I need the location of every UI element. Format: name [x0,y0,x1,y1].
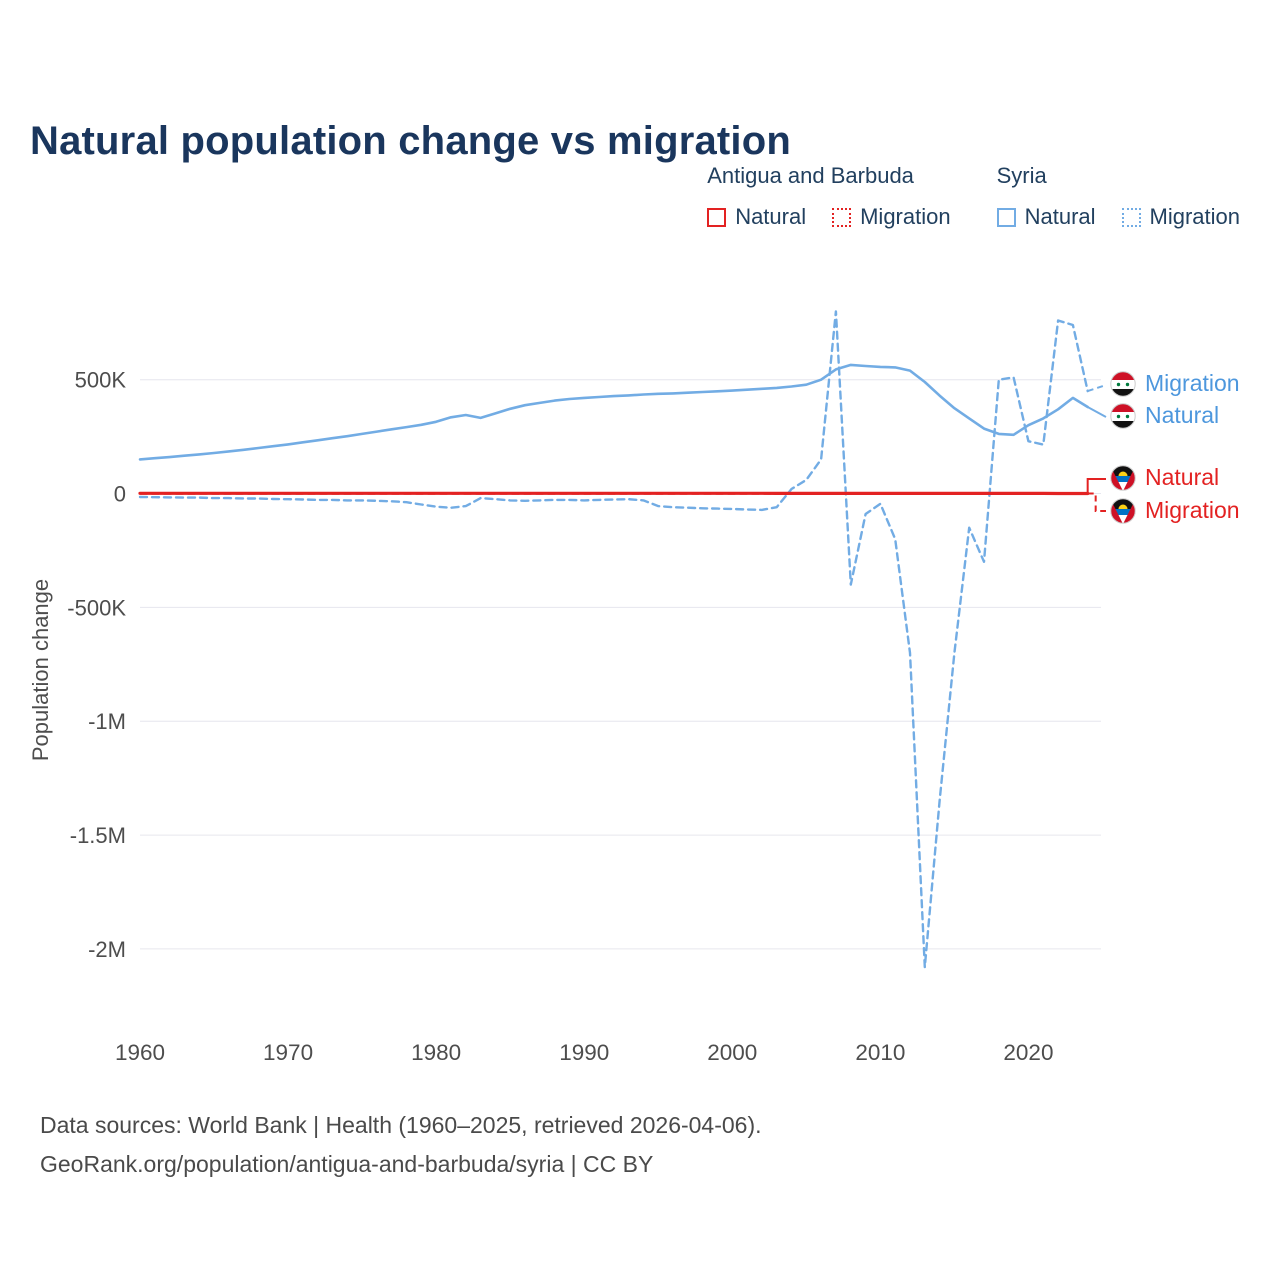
legend-swatch-dashed-blue-icon [1121,207,1141,227]
y-tick-label: 0 [114,482,126,507]
syria-flag-icon [1110,402,1136,429]
legend-items: Natural Migration [996,204,1240,230]
x-tick-label: 1990 [559,1040,609,1065]
x-tick-label: 1980 [411,1040,461,1065]
end-label-connector [1087,384,1107,393]
syria-flag-icon [1110,370,1136,397]
page-title: Natural population change vs migration [30,118,792,163]
legend-item-antigua-natural[interactable]: Natural [707,204,806,230]
x-tick-label: 2000 [707,1040,757,1065]
x-tick-label: 1960 [115,1040,165,1065]
series-line-syria-natural [138,363,1089,461]
legend-items: Natural Migration [707,204,951,230]
end-label-text: Natural [1145,402,1220,428]
y-tick-label: -2M [88,937,126,962]
y-axis-title: Population change [28,579,53,761]
series-line-syria-migration [138,310,1089,969]
end-label-syria-migration: Migration [1110,370,1240,397]
end-label-connector [1086,478,1106,494]
data-sources-text: Data sources: World Bank | Health (1960–… [40,1112,762,1138]
y-tick-label: -1M [88,709,126,734]
legend-item-syria-migration[interactable]: Migration [1121,204,1240,230]
antigua-and-barbuda-flag-icon [1110,497,1136,524]
end-label-syria-natural: Natural [1110,402,1219,429]
legend-item-antigua-migration[interactable]: Migration [832,204,951,230]
legend-item-syria-natural[interactable]: Natural [996,204,1096,230]
legend-item-label: Migration [1149,204,1240,229]
legend-swatch-solid-red-icon [707,207,727,227]
x-tick-label: 2020 [1003,1040,1053,1065]
y-tick-label: -500K [67,595,126,620]
attribution-text: GeoRank.org/population/antigua-and-barbu… [40,1151,654,1177]
end-label-connector [1087,406,1107,418]
legend-group-title: Antigua and Barbuda [707,163,914,188]
legend-group-syria: Syria Natural Migration [996,163,1240,230]
end-label-antigua-natural: Natural [1110,464,1219,491]
y-tick-label: 500K [75,368,127,393]
legend-group-antigua-and-barbuda: Antigua and Barbuda Natural Migration [707,163,951,230]
x-tick-label: 2010 [855,1040,905,1065]
legend: Antigua and Barbuda Natural Migration Sy… [707,163,1240,230]
legend-item-label: Natural [735,204,807,229]
footer: Data sources: World Bank | Health (1960–… [40,1106,762,1184]
legend-swatch-dashed-red-icon [832,207,852,227]
end-label-text: Migration [1145,497,1240,523]
legend-swatch-solid-blue-icon [996,207,1016,227]
end-label-connector [1087,492,1106,512]
y-tick-label: -1.5M [70,823,126,848]
antigua-and-barbuda-flag-icon [1110,464,1136,491]
x-tick-label: 1970 [263,1040,313,1065]
end-label-text: Natural [1145,464,1220,490]
legend-item-label: Migration [860,204,951,229]
legend-group-title: Syria [996,163,1047,188]
end-label-text: Migration [1145,370,1240,396]
legend-item-label: Natural [1024,204,1096,229]
end-label-antigua-migration: Migration [1110,497,1240,524]
